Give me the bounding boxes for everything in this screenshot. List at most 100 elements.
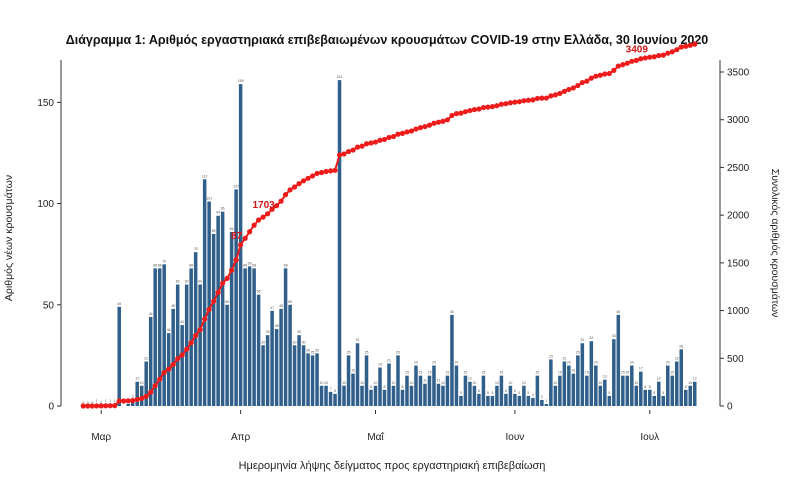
daily-case-bar <box>328 391 333 406</box>
cumulative-point <box>579 79 585 86</box>
cumulative-point <box>305 175 311 181</box>
daily-case-bar <box>486 395 490 406</box>
daily-case-bar <box>513 393 517 406</box>
daily-case-bar <box>692 381 697 406</box>
daily-case-bar <box>423 383 427 406</box>
bar-value-label: 38 <box>275 324 279 328</box>
cumulative-point <box>152 383 158 389</box>
cumulative-point <box>139 395 145 402</box>
daily-case-bar <box>684 389 688 406</box>
cumulative-point <box>125 398 131 404</box>
cumulative-point <box>170 361 176 368</box>
cumulative-point <box>278 198 284 204</box>
bar-value-label: 15 <box>558 371 562 375</box>
daily-case-bar <box>463 375 468 406</box>
bar-value-label: 10 <box>410 381 414 385</box>
bar-value-label: 8 <box>644 385 646 389</box>
cumulative-point <box>669 49 675 55</box>
bar-value-label: 35 <box>297 330 301 334</box>
cumulative-point <box>552 92 558 98</box>
daily-case-bar <box>441 385 445 406</box>
daily-case-bar <box>171 308 175 406</box>
daily-case-bar <box>535 375 540 406</box>
daily-case-bar <box>468 381 472 406</box>
cumulative-point <box>584 78 590 84</box>
bar-value-label: 86 <box>230 227 234 231</box>
bar-value-label: 17 <box>639 367 643 371</box>
y2-tick-label: 3000 <box>727 115 750 126</box>
daily-case-bar <box>117 306 121 406</box>
daily-case-bar <box>562 361 567 406</box>
bar-value-label: 5 <box>491 391 493 395</box>
bar-value-label: 5 <box>518 391 520 395</box>
y-tick-label: 100 <box>37 199 54 210</box>
bar-value-label: 69 <box>248 261 252 265</box>
cumulative-point <box>220 280 226 286</box>
daily-case-bar <box>369 389 373 406</box>
bar-value-label: 5 <box>662 391 664 395</box>
bar-value-label: 85 <box>212 229 216 233</box>
daily-case-bar <box>657 381 661 406</box>
bar-value-label: 10 <box>320 381 324 385</box>
cumulative-point <box>467 107 473 114</box>
bar-value-label: 15 <box>481 371 485 375</box>
cumulative-point <box>269 206 275 212</box>
bar-value-label: 1 <box>114 399 116 403</box>
bar-value-label: 3 <box>541 395 543 399</box>
bar-value-label: 26 <box>306 348 310 352</box>
bar-value-label: 25 <box>311 350 315 354</box>
bar-value-label: 15 <box>535 371 539 375</box>
cumulative-point <box>85 403 91 409</box>
bar-value-label: 15 <box>625 371 629 375</box>
cumulative-point <box>318 169 325 176</box>
cumulative-point <box>309 173 316 179</box>
bar-value-label: 20 <box>630 361 634 365</box>
daily-case-bar <box>382 389 387 406</box>
bar-value-label: 28 <box>679 344 683 348</box>
daily-case-bar <box>184 284 189 406</box>
bar-value-label: 33 <box>612 334 616 338</box>
cumulative-point <box>575 82 581 89</box>
daily-case-bar <box>598 385 603 406</box>
bar-value-label: 8 <box>402 385 404 389</box>
daily-case-bar <box>189 268 193 406</box>
cumulative-point <box>471 106 478 113</box>
cumulative-point <box>107 403 113 409</box>
daily-case-bar <box>373 385 378 406</box>
daily-case-bar <box>427 375 432 406</box>
daily-case-bar <box>459 395 463 406</box>
cumulative-point <box>202 316 208 322</box>
bar-value-label: 0 <box>100 401 102 405</box>
bar-value-label: 6 <box>505 389 507 393</box>
cumulative-point <box>184 346 190 352</box>
daily-case-bar <box>549 359 553 406</box>
cumulative-annotations: 87 1703 3409 <box>231 45 648 242</box>
cumulative-point <box>103 403 109 409</box>
bar-value-label: 44 <box>149 312 153 316</box>
daily-case-bar <box>418 375 423 406</box>
cumulative-point <box>431 120 437 126</box>
cumulative-point <box>534 95 540 102</box>
bar-value-label: 12 <box>468 377 472 381</box>
bar-value-label: 45 <box>616 310 620 314</box>
bar-value-label: 1 <box>109 399 111 403</box>
daily-case-bar <box>355 343 360 406</box>
cumulative-point <box>390 133 397 140</box>
bar-value-label: 10 <box>688 381 692 385</box>
cumulative-point <box>629 58 635 64</box>
y2-tick-label: 0 <box>727 402 733 413</box>
daily-case-bar <box>414 365 418 406</box>
cumulative-point <box>260 214 266 220</box>
cumulative-annotation: 1703 <box>252 200 275 211</box>
cumulative-point <box>674 47 680 53</box>
y-tick-label: 0 <box>48 402 54 413</box>
daily-case-bar <box>612 339 616 406</box>
cumulative-point <box>368 140 374 146</box>
y-axis-label: Αριθμός νέων κρουσμάτων <box>3 175 15 301</box>
daily-case-bar <box>351 373 355 406</box>
y2-tick-label: 3500 <box>727 68 750 79</box>
bar-value-label: 50 <box>225 300 229 304</box>
bar-value-label: 10 <box>342 381 346 385</box>
cumulative-point <box>602 71 608 77</box>
cumulative-point <box>543 95 549 101</box>
